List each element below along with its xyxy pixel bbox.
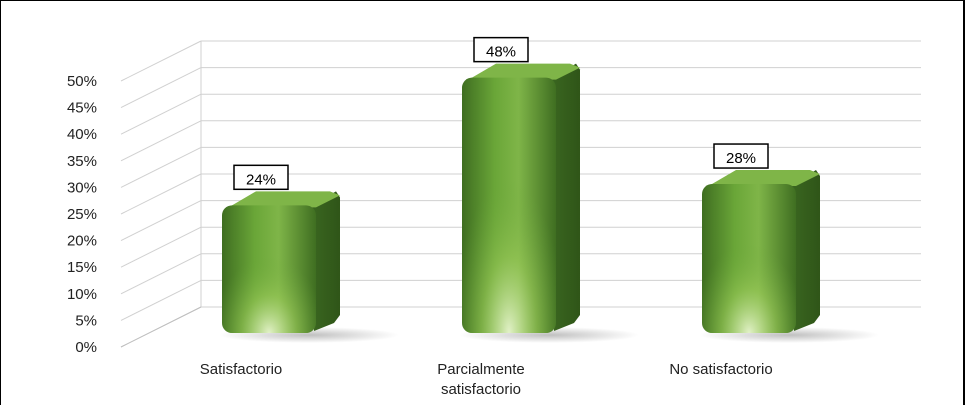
- x-tick-label: Parcialmente: [437, 361, 525, 378]
- y-tick-label: 25%: [67, 206, 97, 223]
- gridline-diagonal: [120, 93, 202, 135]
- y-tick-label: 35%: [67, 153, 97, 170]
- bar-side: [312, 191, 340, 331]
- data-label-box: [713, 143, 769, 169]
- gridline-diagonal: [120, 279, 202, 321]
- gridline-diagonal: [120, 253, 202, 295]
- gridline-diagonal: [120, 146, 202, 188]
- gridline-diagonal: [120, 40, 202, 82]
- bar-highlight: [702, 184, 796, 333]
- y-tick-label: 30%: [67, 179, 97, 196]
- gridline-diagonal: [120, 173, 202, 215]
- bar-side: [792, 170, 820, 331]
- y-tick-label: 40%: [67, 126, 97, 143]
- bar-highlight: [462, 77, 556, 333]
- y-tick-label: 45%: [67, 100, 97, 117]
- y-tick-label: 10%: [67, 286, 97, 303]
- x-tick-label: satisfactorio: [441, 381, 521, 398]
- data-label-box: [473, 36, 529, 63]
- y-tick-label: 5%: [75, 312, 97, 329]
- x-tick-label: Satisfactorio: [200, 361, 283, 378]
- floor-edge: [120, 306, 202, 348]
- data-label: 28%: [726, 150, 756, 167]
- bar-highlight: [222, 205, 316, 333]
- bar-top: [466, 63, 580, 80]
- y-tick-label: 0%: [75, 339, 97, 356]
- data-label: 24%: [246, 171, 276, 188]
- bar-side: [552, 63, 580, 331]
- bar-top: [226, 191, 340, 208]
- data-label: 48%: [486, 44, 516, 61]
- x-tick-label: No satisfactorio: [669, 361, 772, 378]
- data-label-box: [233, 164, 289, 191]
- y-tick-label: 20%: [67, 233, 97, 250]
- gridline-diagonal: [120, 120, 202, 162]
- y-tick-label: 50%: [67, 73, 97, 90]
- bar-top: [706, 170, 820, 187]
- gridline-diagonal: [120, 200, 202, 242]
- y-tick-label: 15%: [67, 259, 97, 276]
- gridline-diagonal: [120, 67, 202, 109]
- gridline-diagonal: [120, 226, 202, 268]
